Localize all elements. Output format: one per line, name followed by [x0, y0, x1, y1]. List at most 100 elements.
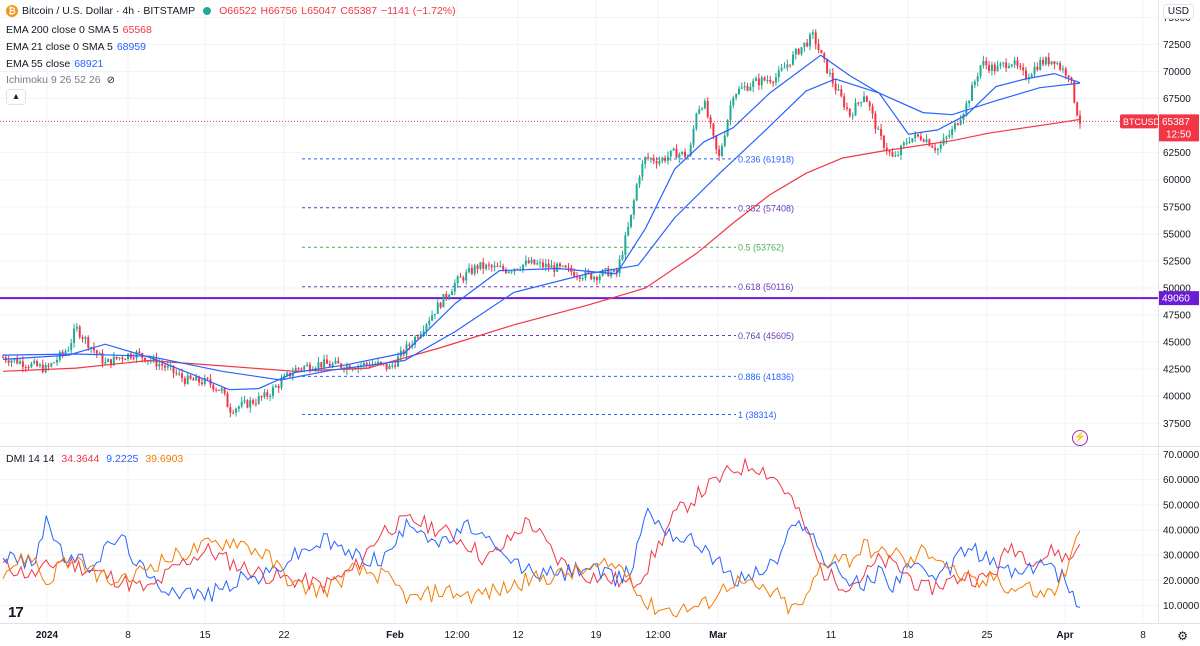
indicator-legend-ema21[interactable]: EMA 21 close 0 SMA 5 68959 — [6, 41, 146, 53]
candle-body — [260, 396, 263, 398]
candle-body — [760, 77, 763, 86]
candle-body — [294, 367, 297, 373]
candle-body — [172, 365, 175, 373]
eye-slash-icon[interactable]: ⊘ — [106, 75, 115, 86]
candle-body — [237, 406, 240, 409]
candle-body — [473, 265, 476, 274]
candle-body — [800, 47, 803, 55]
candle-body — [198, 376, 201, 383]
candle-body — [737, 88, 740, 95]
candle-body — [672, 148, 675, 151]
candle-body — [877, 128, 880, 130]
candle-body — [328, 363, 331, 367]
price-tick-label: 50000 — [1163, 283, 1191, 294]
candle-body — [1076, 102, 1079, 116]
candle-body — [107, 359, 110, 363]
candle-body — [448, 295, 451, 298]
candle-body — [362, 362, 365, 366]
time-tick-label: 22 — [278, 630, 290, 641]
symbol-header[interactable]: ₿ Bitcoin / U.S. Dollar · 4h · BITSTAMP … — [6, 5, 456, 17]
candle-body — [797, 49, 800, 55]
candle-body — [360, 365, 363, 367]
candle-body — [439, 302, 442, 308]
candle-body — [291, 372, 294, 377]
candle-body — [1005, 62, 1008, 69]
candle-body — [990, 64, 993, 71]
candle-body — [33, 360, 36, 364]
candle-body — [249, 400, 252, 408]
candle-body — [166, 365, 169, 368]
candle-body — [885, 147, 888, 152]
candle-body — [112, 356, 115, 366]
symbol-title[interactable]: Bitcoin / U.S. Dollar · 4h · BITSTAMP — [22, 5, 196, 17]
candle-body — [809, 34, 812, 47]
gear-icon[interactable]: ⚙ — [1177, 629, 1188, 643]
candle-body — [300, 368, 303, 370]
candle-body — [823, 53, 826, 59]
candle-body — [860, 101, 863, 103]
candle-body — [1050, 61, 1053, 65]
candle-body — [462, 277, 465, 281]
collapse-legend-button[interactable]: ▴ — [6, 89, 26, 105]
price-tick-label: 47500 — [1163, 311, 1191, 322]
candle-body — [757, 78, 760, 86]
dmi-grid — [0, 454, 1158, 606]
candle-body — [24, 367, 27, 369]
tradingview-logo-icon[interactable]: 17 — [8, 604, 24, 621]
candle-body — [615, 269, 618, 274]
candle-body — [769, 79, 772, 83]
currency-button[interactable]: USD — [1162, 4, 1194, 19]
indicator-label: Ichimoku 9 26 52 26 — [6, 74, 101, 86]
indicator-legend-ema200[interactable]: EMA 200 close 0 SMA 5 65568 — [6, 24, 152, 36]
candle-body — [635, 184, 638, 201]
candle-body — [985, 60, 988, 66]
fib-level-label: 0.764 (45605) — [738, 331, 794, 341]
candle-body — [1059, 63, 1062, 70]
candle-body — [550, 265, 553, 268]
indicator-legend-ichimoku[interactable]: Ichimoku 9 26 52 26 ⊘ — [6, 74, 115, 86]
candle-body — [433, 313, 436, 316]
indicator-value: 68921 — [74, 58, 104, 70]
candle-body — [971, 85, 974, 101]
candle-body — [203, 377, 206, 385]
candle-body — [286, 372, 289, 376]
candle-body — [524, 260, 527, 265]
candle-body — [894, 155, 897, 157]
market-status-dot — [203, 7, 212, 15]
price-tick-label: 57500 — [1163, 202, 1191, 213]
candle-body — [10, 360, 13, 363]
last-price-label: 65387 — [1162, 117, 1190, 128]
candle-body — [743, 86, 746, 88]
candle-body — [379, 361, 382, 364]
time-tick-label: 12:00 — [444, 630, 469, 641]
candle-body — [36, 360, 39, 367]
candle-body — [104, 362, 107, 364]
candle-body — [791, 54, 794, 65]
indicator-legend-ema55[interactable]: EMA 55 close 68921 — [6, 58, 103, 70]
lightning-icon[interactable]: ⚡ — [1072, 430, 1088, 446]
fibonacci-retracement[interactable]: 0.236 (61918) 0.382 (57408) 0.5 (53762) 0.6… — [302, 154, 794, 420]
candle-body — [308, 364, 311, 371]
candle-body — [701, 108, 704, 110]
dmi-legend[interactable]: DMI 14 14 34.3644 9.2225 39.6903 — [6, 453, 183, 465]
horizontal-line-49060[interactable]: 49060 — [0, 291, 1199, 306]
candle-body — [948, 134, 951, 137]
candle-body — [138, 351, 141, 353]
time-axis[interactable]: 2024 8 15 22 Feb 12:00 12 19 12:00 Mar 11 18 25 Apr 8 — [36, 630, 1146, 641]
fib-level-label: 0.236 (61918) — [738, 154, 794, 164]
dmi-axis[interactable]: 10.0000 20.0000 30.0000 40.0000 50.0000 60.00… — [1163, 450, 1200, 612]
candle-body — [206, 377, 209, 380]
time-tick-label: 12:00 — [645, 630, 670, 641]
dmi-series — [2, 457, 1081, 618]
ohlc-close: C65387 — [340, 5, 378, 17]
candle-body — [453, 283, 456, 292]
price-axis[interactable]: 37500 40000 42500 45000 47500 50000 52500 55000… — [1163, 13, 1191, 430]
price-tick-label: 72500 — [1163, 40, 1191, 51]
candle-body — [945, 136, 948, 139]
candle-body — [834, 83, 837, 91]
candle-body — [720, 146, 723, 156]
candle-body — [624, 235, 627, 255]
candle-body — [607, 268, 610, 277]
candle-body — [658, 161, 661, 164]
